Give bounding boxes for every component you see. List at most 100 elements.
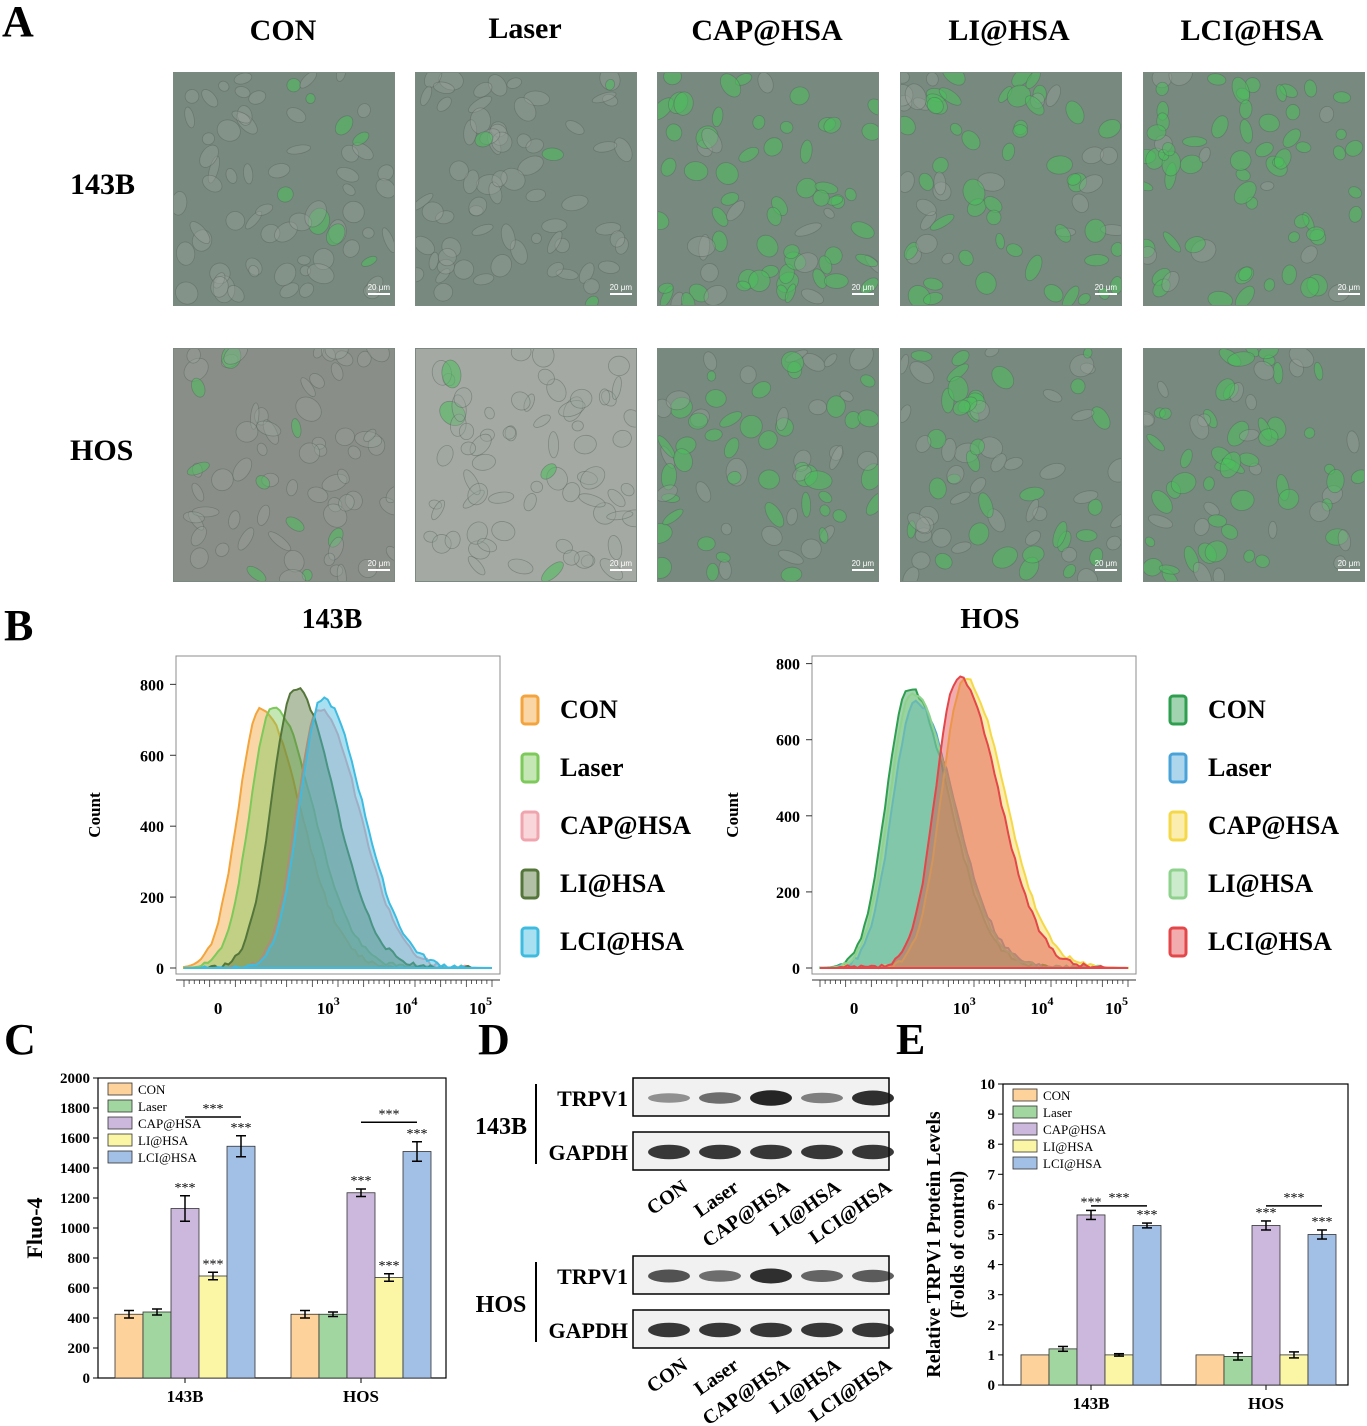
cell <box>1025 498 1040 523</box>
cell <box>262 419 279 445</box>
cell <box>416 193 434 211</box>
cell <box>1313 361 1324 381</box>
cell <box>1144 558 1163 577</box>
cell <box>500 167 526 191</box>
legend-swatch <box>107 1150 133 1164</box>
cell <box>354 431 383 448</box>
x-tick-exponent: 4 <box>1048 994 1054 1008</box>
cell <box>844 187 857 202</box>
cell <box>1052 521 1068 548</box>
cell <box>720 192 740 206</box>
cell <box>453 387 473 408</box>
blot-cell-line-label: 143B <box>475 1114 527 1140</box>
cell <box>706 370 717 382</box>
cell <box>449 160 469 181</box>
cell <box>1282 128 1301 148</box>
cell <box>1337 529 1352 552</box>
western-blot: 143BTRPV1GAPDHCONLaserCAP@HSALI@HSALCI@H… <box>475 1077 896 1426</box>
cell <box>665 123 683 142</box>
cell <box>726 471 742 485</box>
cell <box>1227 351 1255 367</box>
cell <box>1079 174 1104 194</box>
blot-band <box>750 1322 792 1338</box>
bar-lci-hsa <box>1132 1225 1162 1386</box>
cell <box>246 565 267 581</box>
blot-lane-label: CON <box>643 1354 692 1398</box>
cell <box>513 97 537 122</box>
cell <box>491 170 508 188</box>
cell <box>307 207 331 235</box>
scale-bar-line <box>1095 569 1117 571</box>
legend-label: LCI@HSA <box>138 1150 198 1165</box>
cell <box>1089 547 1104 566</box>
cell <box>255 203 274 216</box>
cell <box>555 268 579 280</box>
y-axis-label: Fluo-4 <box>22 1197 47 1258</box>
cell <box>299 265 312 277</box>
cell <box>463 119 478 146</box>
cell <box>850 221 875 239</box>
cell <box>1144 246 1157 265</box>
cell <box>1207 514 1227 528</box>
cell <box>533 414 551 428</box>
cell <box>1288 349 1315 368</box>
cell <box>385 485 394 504</box>
cell <box>951 350 970 367</box>
cell <box>490 254 512 278</box>
cell <box>439 400 466 426</box>
bar-li-hsa <box>1279 1354 1309 1386</box>
cell <box>248 90 267 105</box>
cell <box>860 277 878 295</box>
scale-bar: 20 μm <box>1095 559 1117 571</box>
bar-chart-trpv1: 0 1 2 3 4 5 6 7 8 9 10 Relative TRPV1 Protein Level… <box>923 1077 1349 1413</box>
cell <box>237 527 255 551</box>
cell <box>307 263 335 285</box>
cell <box>910 350 933 362</box>
micrograph-background <box>416 73 636 305</box>
cell <box>1255 142 1274 158</box>
scale-bar-line <box>610 569 632 571</box>
cell <box>1148 514 1173 529</box>
significance-mark: *** <box>1284 1191 1305 1206</box>
significance-mark: *** <box>351 1174 372 1189</box>
cell <box>1197 413 1212 428</box>
scale-bar-line <box>1338 293 1360 295</box>
cell <box>766 206 782 226</box>
cell <box>363 428 377 443</box>
y-tick-label: 1400 <box>60 1161 90 1177</box>
cell <box>593 141 618 153</box>
panel-letter-a: A <box>2 0 34 46</box>
cell <box>711 106 724 128</box>
micrograph-143b-1: 20 μm <box>415 72 637 306</box>
cell <box>471 223 494 236</box>
cell <box>683 161 709 182</box>
cell <box>473 273 495 286</box>
cell <box>562 482 581 503</box>
cell <box>605 78 616 91</box>
legend-label: CON <box>1043 1088 1071 1103</box>
column-label: CAP@HSA <box>691 14 843 47</box>
cell <box>1155 81 1169 96</box>
cell <box>984 349 1000 358</box>
cell <box>462 489 485 509</box>
cell <box>719 411 743 428</box>
cell <box>323 552 336 567</box>
chart-title: 143B <box>302 604 363 635</box>
cell <box>1192 561 1212 581</box>
cell <box>1326 469 1345 494</box>
blot-band <box>750 1268 792 1284</box>
cell <box>926 73 939 87</box>
cell <box>1107 458 1121 483</box>
cell <box>660 462 677 491</box>
panel-letter-e: E <box>896 1015 926 1064</box>
cell <box>444 530 461 550</box>
cell <box>726 200 746 222</box>
cell <box>1335 128 1347 140</box>
cell <box>941 252 954 265</box>
cell <box>357 350 372 368</box>
cell <box>182 511 205 524</box>
cell <box>992 546 1018 569</box>
cell <box>311 436 326 450</box>
y-axis-label: (Folds of control) <box>947 1171 969 1318</box>
x-tick-label: 143B <box>1073 1394 1110 1413</box>
